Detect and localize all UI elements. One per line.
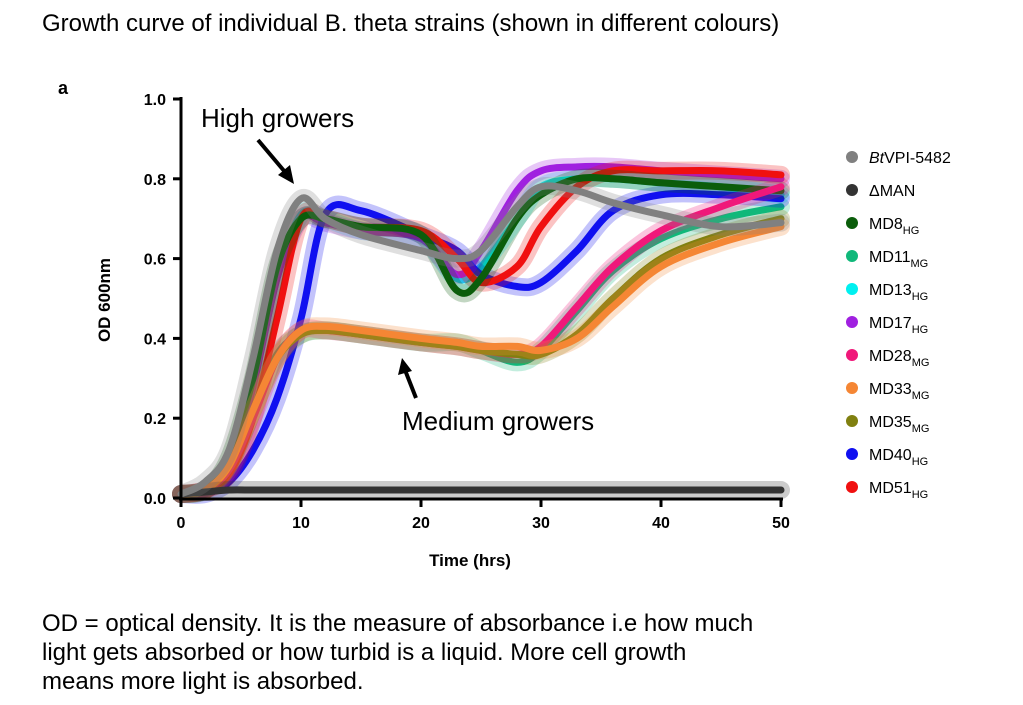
legend-marker (846, 184, 858, 196)
legend-item: MD51HG (846, 480, 928, 501)
legend-item: MD13HG (846, 282, 928, 303)
legend-item: MD11MG (846, 249, 928, 270)
y-ticks: 0.0 0.2 0.4 0.6 0.8 1.0 (144, 92, 181, 508)
y-tick-label: 0.8 (144, 172, 166, 189)
legend-item: ΔMAN (846, 183, 915, 200)
legend-marker (846, 217, 858, 229)
legend-marker (846, 250, 858, 262)
legend-label: MD35MG (869, 414, 929, 435)
figure-title: Growth curve of individual B. theta stra… (42, 10, 779, 37)
legend-label: MD11MG (869, 249, 928, 270)
legend-label: BtVPI-5482 (869, 150, 951, 167)
series-line-md33 (177, 223, 785, 498)
legend-marker (846, 316, 858, 328)
legend-item: BtVPI-5482 (846, 150, 951, 167)
x-tick-label: 10 (292, 515, 310, 532)
y-tick-label: 0.2 (144, 411, 166, 428)
legend-item: MD35MG (846, 414, 929, 435)
legend-marker (846, 481, 858, 493)
y-tick-label: 1.0 (144, 92, 166, 109)
legend-item: MD8HG (846, 216, 919, 237)
y-axis-label: OD 600nm (95, 258, 114, 342)
caption-line-1: OD = optical density. It is the measure … (42, 610, 753, 637)
legend-marker (846, 151, 858, 163)
caption-line-3: means more light is absorbed. (42, 668, 364, 695)
caption-line-2: light gets absorbed or how turbid is a l… (42, 639, 686, 666)
x-tick-label: 0 (177, 515, 186, 532)
legend-item: MD17HG (846, 315, 928, 336)
legend-label: MD33MG (869, 381, 929, 402)
annotation-medium-growers: Medium growers (402, 406, 594, 436)
legend-marker (846, 283, 858, 295)
legend-item: MD33MG (846, 381, 929, 402)
x-tick-label: 40 (652, 515, 670, 532)
y-tick-label: 0.4 (144, 331, 166, 348)
plot-area: 0.0 0.2 0.4 0.6 0.8 1.0 0 10 20 30 40 50 Time (hrs… (95, 92, 790, 570)
legend-label: ΔMAN (869, 183, 915, 200)
legend-item: MD40HG (846, 447, 928, 468)
panel-label: a (58, 78, 69, 98)
legend-label: MD13HG (869, 282, 928, 303)
x-tick-label: 20 (412, 515, 430, 532)
x-ticks: 0 10 20 30 40 50 (177, 499, 790, 532)
legend-label: MD28MG (869, 348, 929, 369)
annotation-high-growers: High growers (201, 103, 354, 133)
legend-label: MD8HG (869, 216, 919, 237)
legend-marker (846, 415, 858, 427)
legend-label: MD17HG (869, 315, 928, 336)
y-tick-label: 0.0 (144, 491, 166, 508)
legend-marker (846, 349, 858, 361)
series-lines (172, 157, 790, 504)
legend-label: MD40HG (869, 447, 928, 468)
legend-marker (846, 382, 858, 394)
x-tick-label: 50 (772, 515, 790, 532)
x-tick-label: 30 (532, 515, 550, 532)
legend-label: MD51HG (869, 480, 928, 501)
series-line-man (177, 486, 785, 498)
x-axis-label: Time (hrs) (429, 551, 511, 570)
arrow-medium-growers (398, 358, 418, 399)
arrow-high-growers (256, 138, 294, 184)
series-line-vpi5482 (177, 182, 785, 498)
legend-item: MD28MG (846, 348, 929, 369)
legend-marker (846, 448, 858, 460)
y-tick-label: 0.6 (144, 252, 166, 269)
series-line-md8 (177, 173, 785, 498)
legend: BtVPI-5482 ΔMAN MD8HG MD11MG MD13HG MD17HG MD2… (846, 150, 951, 501)
